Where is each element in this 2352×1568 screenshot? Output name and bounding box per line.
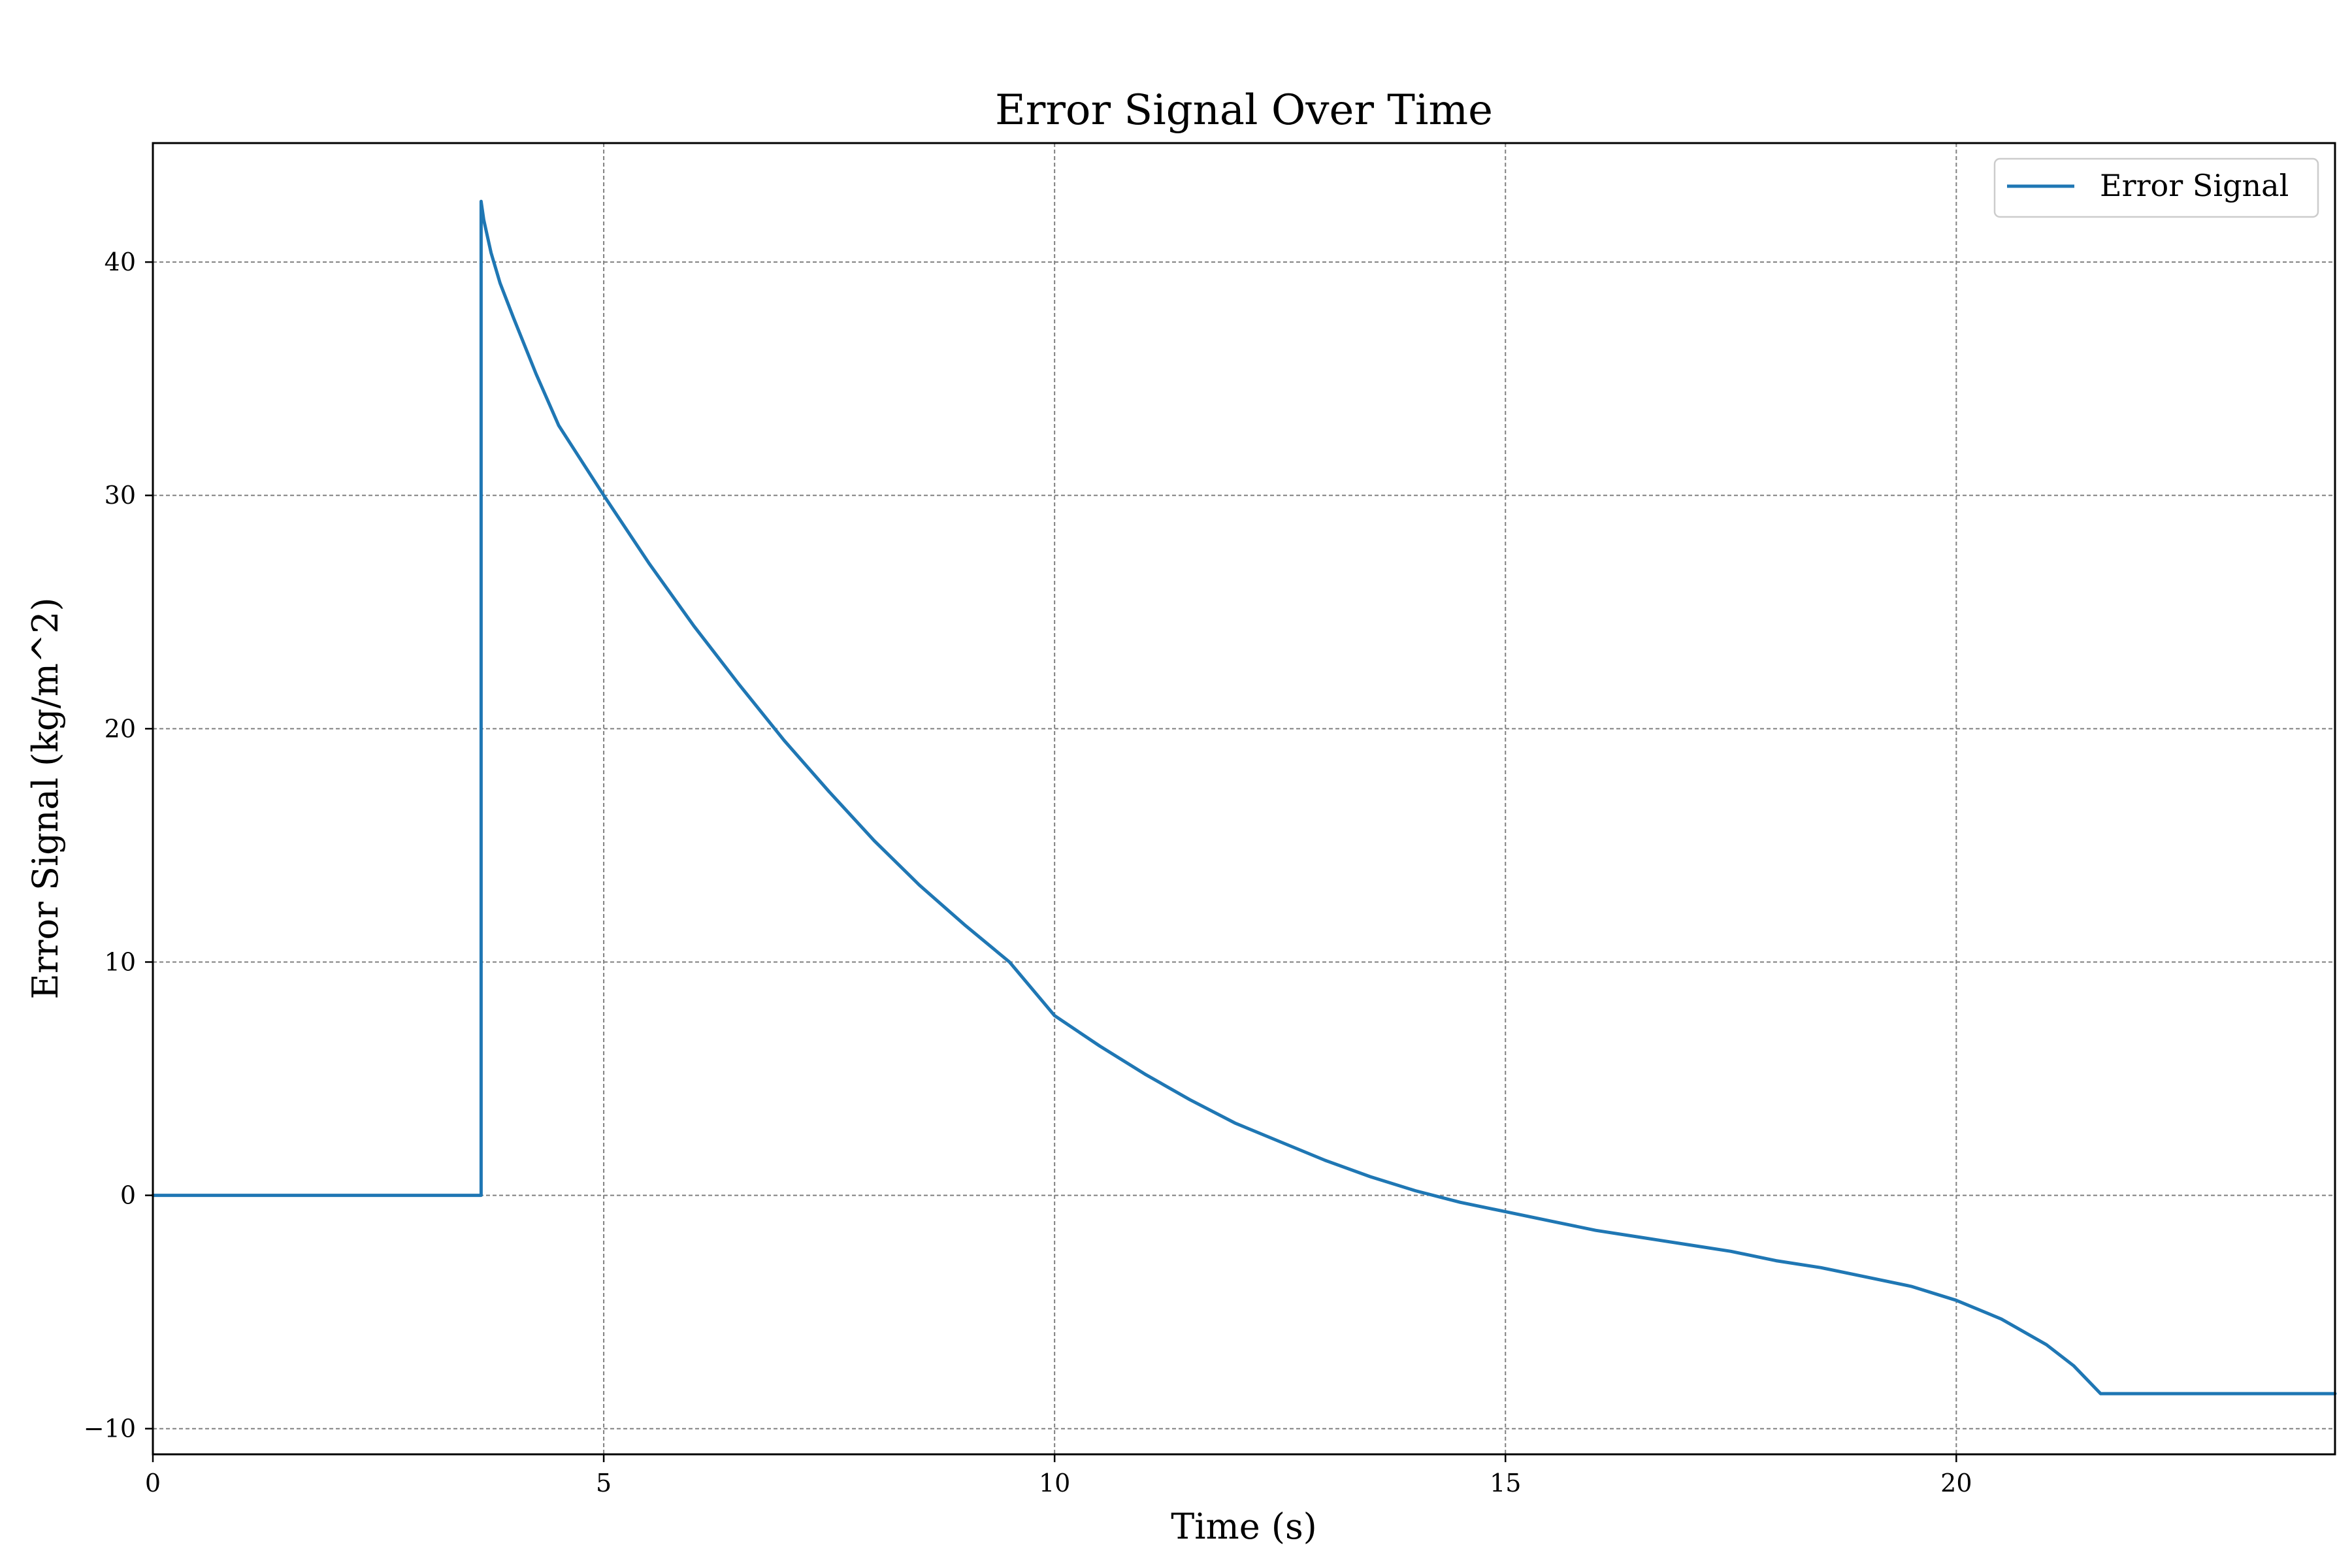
grid-lines [152,143,2335,1454]
legend-box [1993,157,2319,218]
x-tick-label: 0 [145,1469,161,1497]
y-axis-label: Error Signal (kg/m^2) [25,597,66,999]
y-tick-label: 0 [120,1181,136,1210]
x-tick-label: 20 [1940,1469,1972,1497]
y-tick-label: −10 [84,1414,136,1443]
x-tick-label: 10 [1039,1469,1070,1497]
error-signal-line [151,199,2337,1396]
x-axis-label: Time (s) [1171,1506,1316,1547]
x-tick-label: 15 [1490,1469,1521,1497]
y-tick-label: 10 [105,947,136,976]
plot-frame [152,142,2336,1456]
y-tick-label: 40 [105,248,136,276]
y-tick-label: 20 [105,714,136,743]
x-tick-label: 5 [596,1469,612,1497]
legend-label: Error Signal [2100,168,2289,203]
legend: Error Signal [1993,157,2319,218]
axis-ticks: 0 5 10 15 20 −10 0 10 20 30 40 [84,248,1972,1497]
y-tick-label: 30 [105,481,136,510]
chart-title: Error Signal Over Time [995,86,1493,135]
